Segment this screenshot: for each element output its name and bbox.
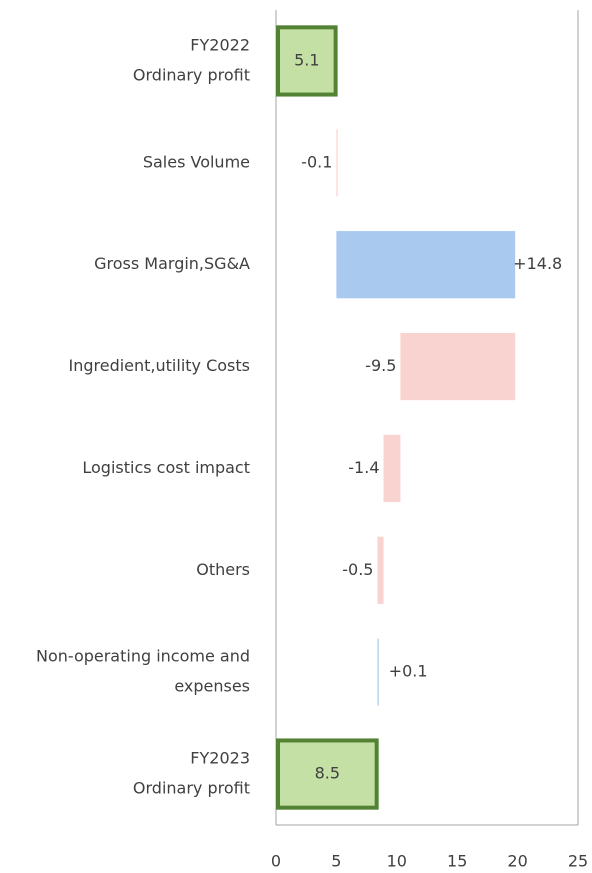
x-tick-label: 15 bbox=[447, 852, 467, 871]
category-label: Ordinary profit bbox=[133, 779, 250, 798]
value-label: -9.5 bbox=[365, 356, 396, 375]
category-label: Ingredient,utility Costs bbox=[68, 356, 250, 375]
value-label: +0.1 bbox=[389, 662, 428, 681]
category-label: Non-operating income and bbox=[36, 647, 250, 666]
x-tick-label: 5 bbox=[331, 852, 341, 871]
x-tick-label: 0 bbox=[271, 852, 281, 871]
category-label: expenses bbox=[174, 677, 250, 696]
delta-bar bbox=[377, 536, 384, 604]
x-tick-label: 20 bbox=[507, 852, 527, 871]
category-label: Sales Volume bbox=[143, 152, 250, 171]
category-label: FY2022 bbox=[190, 35, 250, 54]
value-label: +14.8 bbox=[513, 254, 562, 273]
value-label: -0.1 bbox=[301, 152, 332, 171]
value-label: -0.5 bbox=[342, 560, 373, 579]
delta-bar bbox=[400, 332, 516, 401]
total-bar bbox=[276, 25, 338, 97]
category-label: Ordinary profit bbox=[133, 65, 250, 84]
x-tick-label: 10 bbox=[387, 852, 407, 871]
category-label: Gross Margin,SG&A bbox=[94, 254, 250, 273]
value-label: 5.1 bbox=[294, 50, 319, 69]
delta-bar bbox=[377, 638, 379, 706]
category-label: FY2023 bbox=[190, 749, 250, 768]
delta-bar bbox=[336, 231, 516, 299]
value-label: -1.4 bbox=[348, 458, 379, 477]
delta-bar bbox=[336, 129, 338, 197]
value-label: 8.5 bbox=[315, 764, 340, 783]
delta-bar bbox=[383, 434, 401, 503]
total-bar bbox=[276, 738, 379, 810]
x-tick-label: 25 bbox=[568, 852, 588, 871]
category-label: Others bbox=[196, 560, 250, 579]
category-label: Logistics cost impact bbox=[82, 458, 250, 477]
